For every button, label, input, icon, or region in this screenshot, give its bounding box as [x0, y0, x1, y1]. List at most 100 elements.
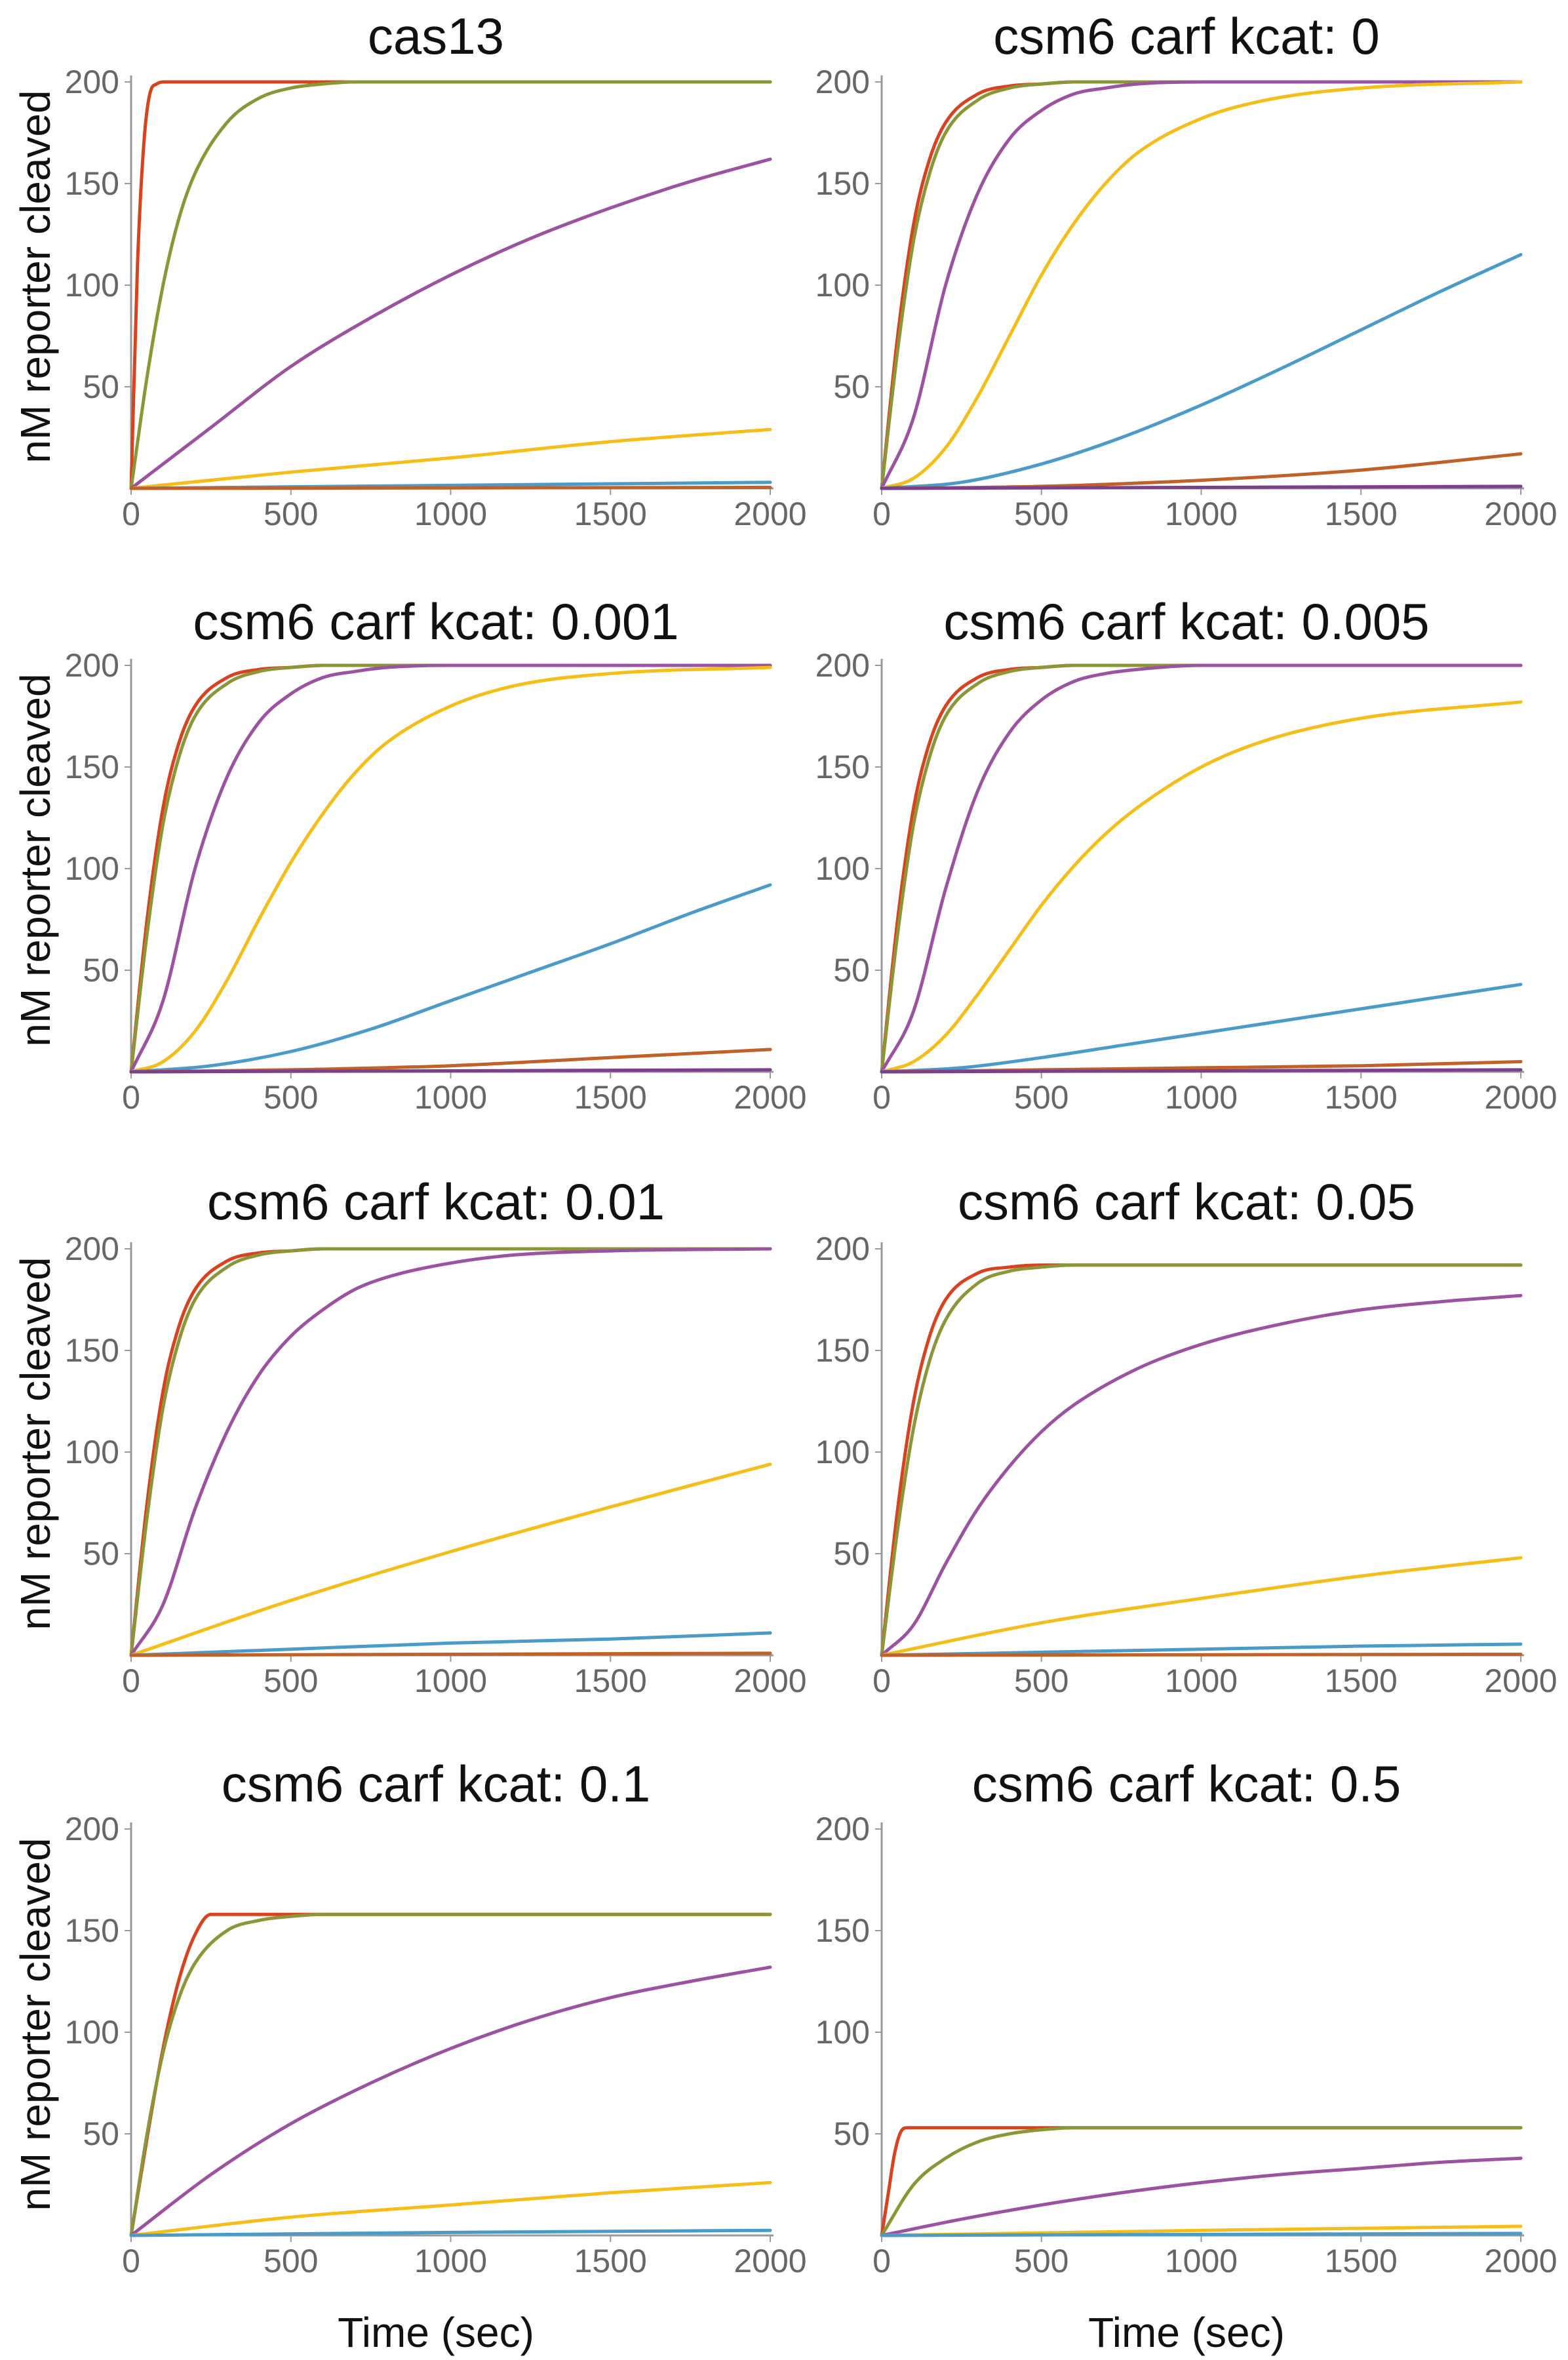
series-line-3	[129, 427, 772, 490]
x-tick-label: 500	[1014, 2243, 1068, 2279]
x-tick-label: 1000	[1165, 496, 1238, 532]
series-line-1	[129, 80, 772, 490]
y-tick-label: 200	[65, 1811, 119, 1847]
panel-6: csm6 carf kcat: 0.1 nM reporter cleaved …	[12, 1755, 807, 2356]
series-line-0	[129, 663, 772, 1074]
y-axis-label: nM reporter cleaved	[12, 673, 59, 1046]
x-tick-label: 1000	[414, 1662, 487, 1699]
x-tick-label: 500	[264, 2243, 318, 2279]
series-line-2	[880, 1293, 1523, 1657]
series-line-6	[880, 1068, 1523, 1074]
x-tick-label: 1000	[1165, 1079, 1238, 1116]
series-line-2	[880, 80, 1523, 490]
x-tick-label: 1500	[1325, 496, 1398, 532]
series-group	[129, 1247, 772, 1657]
series-line-0	[880, 663, 1523, 1074]
series-line-2	[129, 1965, 772, 2237]
y-tick-label: 150	[815, 749, 870, 785]
series-group	[880, 2126, 1523, 2237]
x-tick-label: 0	[872, 496, 891, 532]
series-line-0	[129, 1247, 772, 1657]
y-tick-label: 150	[65, 1912, 119, 1949]
y-tick-label: 200	[815, 1811, 870, 1847]
y-tick-label: 50	[833, 2115, 870, 2152]
series-line-4	[129, 883, 772, 1074]
panel-title: cas13	[368, 7, 504, 65]
y-axis-label: nM reporter cleaved	[12, 1838, 59, 2211]
y-tick-label: 150	[65, 1332, 119, 1369]
series-line-1	[880, 1263, 1523, 1657]
panel-4: csm6 carf kcat: 0.01 nM reporter cleaved…	[12, 1173, 807, 1699]
series-line-5	[880, 1652, 1523, 1657]
x-tick-label: 2000	[734, 2243, 806, 2279]
x-tick-label: 2000	[1484, 1079, 1557, 1116]
series-line-3	[880, 700, 1523, 1074]
y-tick-label: 200	[815, 64, 870, 100]
x-tick-label: 2000	[1484, 496, 1557, 532]
series-group	[880, 663, 1523, 1074]
x-axis-label: Time (sec)	[1088, 2309, 1285, 2356]
series-line-3	[129, 665, 772, 1074]
y-tick-label: 200	[65, 1230, 119, 1267]
y-tick-label: 200	[815, 1230, 870, 1267]
panel-title: csm6 carf kcat: 0.01	[207, 1173, 665, 1230]
series-line-6	[880, 484, 1523, 490]
series-line-5	[129, 485, 772, 490]
series-line-1	[129, 1247, 772, 1657]
panel-title: csm6 carf kcat: 0.5	[972, 1755, 1401, 1813]
y-tick-label: 100	[65, 1434, 119, 1470]
y-tick-label: 100	[815, 850, 870, 887]
series-line-2	[880, 2156, 1523, 2237]
x-tick-label: 1500	[1325, 1079, 1398, 1116]
series-line-3	[129, 1463, 772, 1657]
x-tick-label: 0	[122, 1079, 140, 1116]
x-tick-label: 1500	[1325, 2243, 1398, 2279]
y-tick-label: 50	[833, 952, 870, 989]
series-line-3	[880, 1556, 1523, 1657]
x-tick-label: 1000	[1165, 2243, 1238, 2279]
y-tick-label: 50	[83, 368, 119, 405]
series-line-2	[880, 663, 1523, 1074]
series-line-2	[129, 1247, 772, 1657]
x-tick-label: 2000	[734, 1662, 806, 1699]
panel-title: csm6 carf kcat: 0.05	[958, 1173, 1415, 1230]
x-tick-label: 0	[122, 1662, 140, 1699]
x-tick-label: 0	[122, 2243, 140, 2279]
series-line-0	[129, 80, 772, 490]
y-tick-label: 100	[65, 2014, 119, 2051]
x-tick-label: 1000	[1165, 1662, 1238, 1699]
panel-title: csm6 carf kcat: 0.005	[943, 593, 1429, 650]
y-tick-label: 50	[83, 2115, 119, 2152]
series-line-1	[129, 663, 772, 1074]
x-tick-label: 500	[264, 1662, 318, 1699]
series-line-4	[129, 1631, 772, 1657]
series-line-5	[880, 452, 1523, 490]
x-tick-label: 500	[264, 496, 318, 532]
y-tick-label: 50	[833, 1535, 870, 1572]
series-line-4	[880, 253, 1523, 490]
y-tick-label: 200	[65, 647, 119, 684]
series-line-4	[880, 983, 1523, 1074]
y-axis-label: nM reporter cleaved	[12, 1257, 59, 1630]
series-line-3	[880, 80, 1523, 490]
series-line-1	[880, 663, 1523, 1074]
series-line-5	[129, 1651, 772, 1657]
y-tick-label: 150	[65, 749, 119, 785]
y-tick-label: 50	[833, 368, 870, 405]
series-line-0	[880, 80, 1523, 490]
y-tick-label: 100	[815, 2014, 870, 2051]
x-tick-label: 500	[264, 1079, 318, 1116]
series-line-1	[880, 2126, 1523, 2237]
x-tick-label: 0	[122, 496, 140, 532]
x-tick-label: 2000	[1484, 1662, 1557, 1699]
x-tick-label: 1000	[414, 1079, 487, 1116]
x-tick-label: 1500	[574, 2243, 647, 2279]
